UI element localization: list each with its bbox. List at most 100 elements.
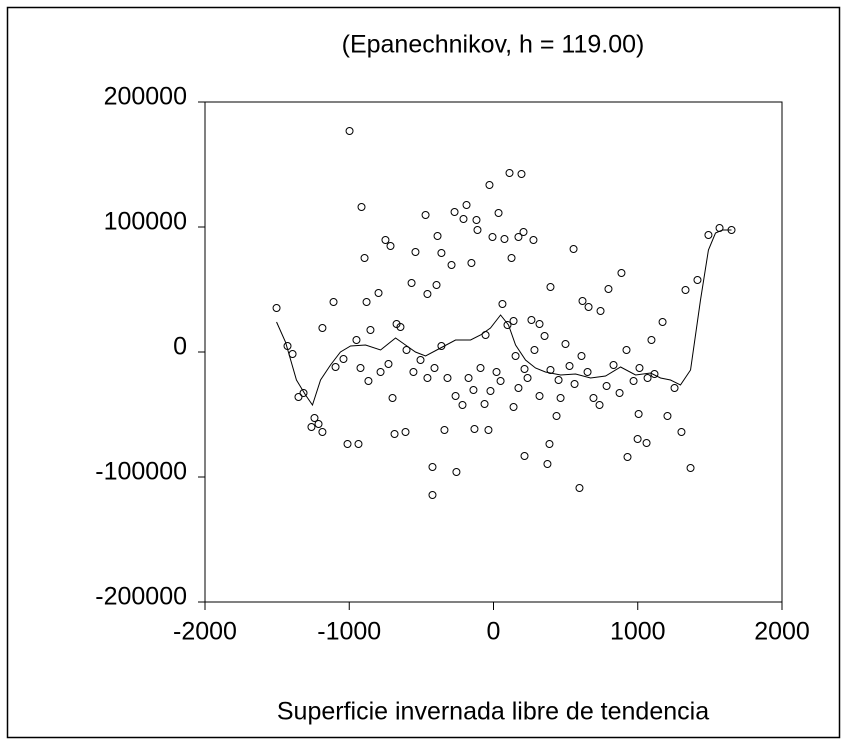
scatter-point [520,452,529,460]
scatter-point [437,249,446,257]
scatter-point [565,362,574,370]
scatter-point [496,377,505,385]
scatter-point [546,283,555,291]
scatter-point [310,414,319,422]
scatter-point [575,484,584,492]
scatter-point [615,389,624,397]
scatter-point [589,394,598,402]
frame [6,6,841,739]
scatter-point [595,401,604,409]
scatter-point [633,435,642,443]
scatter-point [447,261,456,269]
scatter-point [609,361,618,369]
scatter-point [507,254,516,262]
scatter-point [617,269,626,277]
scatter-point [401,428,410,436]
scatter-point [704,231,713,239]
scatter-point [462,201,471,209]
scatter-point [464,374,473,382]
scatter-point [681,286,690,294]
scatter-point [596,307,605,315]
scatter-point [498,300,507,308]
scatter-point [663,412,672,420]
scatter-point [423,290,432,298]
scatter-point [514,233,523,241]
scatter-point [357,203,366,211]
scatter-point [473,226,482,234]
scatter-point [381,236,390,244]
scatter-point [362,298,371,306]
scatter-point [509,403,518,411]
scatter-point [561,340,570,348]
scatter-point [314,420,323,428]
scatter-point [354,440,363,448]
scatter-point [584,303,593,311]
scatter-point [492,368,501,376]
scatter-point [469,386,478,394]
scatter-point [409,368,418,376]
x-tick-label: 2000 [754,618,810,646]
plot-box [204,101,783,603]
scatter-point [416,356,425,364]
scatter-point [421,211,430,219]
scatter-point [428,491,437,499]
scatter-point [509,317,518,325]
scatter-point [634,410,643,418]
scatter-point [459,215,468,223]
scatter-point [366,326,375,334]
scatter-point [486,387,495,395]
scatter-point [569,245,578,253]
scatter-point [488,233,497,241]
scatter-point [481,331,490,339]
scatter-point [294,393,303,401]
scatter-point [407,279,416,287]
scatter-point [443,374,452,382]
scatter-point [440,426,449,434]
scatter-point [693,276,702,284]
scatter-point [432,281,441,289]
scatter-point [503,321,512,329]
scatter-point [390,430,399,438]
scatter-point [623,453,632,461]
scatter-point [519,228,528,236]
y-tick-label: 200000 [104,83,187,111]
scatter-point [556,394,565,402]
scatter-point [484,426,493,434]
scatter-point [517,170,526,178]
scatter-point [388,394,397,402]
scatter-point [470,425,479,433]
scatter-point [686,464,695,472]
scatter-point [554,376,563,384]
scatter-point [352,336,361,344]
scatter-point [272,304,281,312]
scatter-point [331,363,340,371]
scatter-point [329,298,338,306]
scatter-point [545,440,554,448]
scatter-point [430,364,439,372]
x-axis-label: Superficie invernada libre de tendencia [277,698,709,726]
x-tick-label: -2000 [173,618,237,646]
scatter-point [520,365,529,373]
scatter-point [423,374,432,382]
scatter-point [451,392,460,400]
scatter-point [472,216,481,224]
scatter-point [642,439,651,447]
scatter-point [578,297,587,305]
scatter-point [500,235,509,243]
scatter-point [467,259,476,267]
scatter-point [433,232,442,240]
scatter-point [511,352,520,360]
y-tick-label: -100000 [95,458,187,486]
y-tick-label: -200000 [95,583,187,611]
scatter-point [583,368,592,376]
scatter-point [530,346,539,354]
scatter-point [677,428,686,436]
scatter-point [670,384,679,392]
scatter-point [339,355,348,363]
scatter-point [396,323,405,331]
scatter-point [535,320,544,328]
scatter-point [452,468,461,476]
scatter-point [552,412,561,420]
scatter-point [364,377,373,385]
